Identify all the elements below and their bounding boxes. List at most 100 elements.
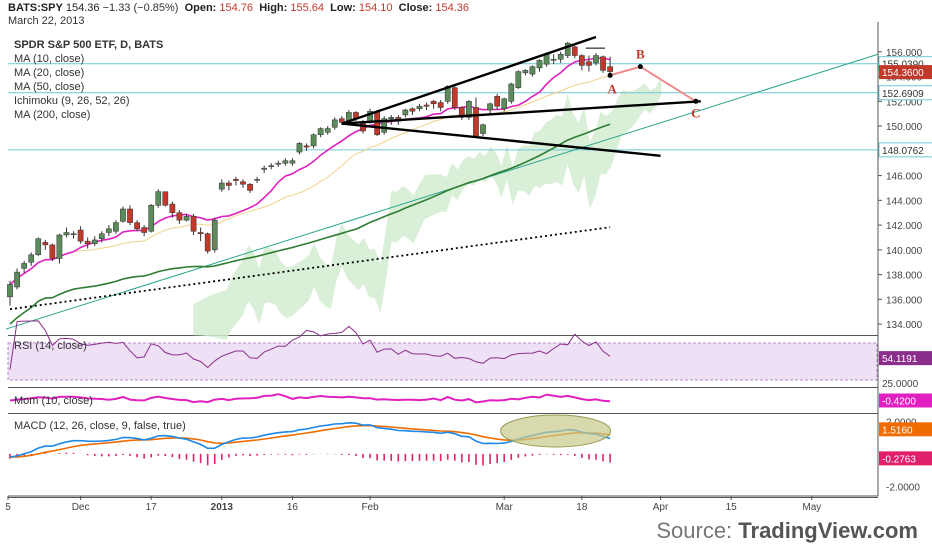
wave-label-a: A [607, 81, 617, 96]
candle-body [35, 238, 42, 256]
candle-body [543, 54, 550, 65]
legend-ma50: MA (50, close) [14, 81, 85, 93]
low-value: 154.10 [358, 2, 393, 14]
momentum-last-label: -0.4200 [882, 397, 916, 408]
macd-highlight-ellipse [500, 414, 612, 448]
candle-body [233, 179, 239, 181]
legend-ma10: MA (10, close) [14, 53, 85, 65]
time-tick-label: Feb [361, 502, 379, 513]
candle-body [458, 107, 465, 118]
candle-body [508, 83, 515, 102]
time-tick-label: Dec [72, 502, 90, 513]
wave-label-b: B [636, 47, 645, 62]
price-header: BATS:SPY 154.36 −1.33 (−0.85%) Open: 154… [8, 2, 469, 14]
date-label: March 22, 2013 [8, 15, 85, 27]
candle-body [183, 216, 190, 221]
close-label: Close: [398, 2, 433, 14]
candle-body [197, 232, 204, 234]
price-tick-label: 140.000 [886, 246, 923, 257]
time-tick-label: Apr [653, 502, 669, 513]
candle-body [564, 42, 571, 56]
candle-body [480, 124, 486, 134]
candle-body [77, 229, 84, 242]
candle-body [437, 102, 444, 108]
legend-ma200: MA (200, close) [14, 109, 91, 121]
last-price: 154.36 [65, 2, 100, 14]
wedge-middle-line [341, 100, 701, 125]
abc-point [607, 72, 613, 78]
time-tick-label: 5 [5, 502, 11, 513]
momentum-line [9, 393, 611, 404]
candle-body [98, 233, 105, 239]
candle-body [148, 205, 155, 232]
candle-body [21, 263, 27, 269]
macd-hist-last-label: -0.2763 [882, 454, 916, 465]
candle-body [607, 66, 613, 72]
candle-body [240, 181, 246, 185]
candle-body [155, 191, 162, 206]
rsi-tick-label: 25.0000 [882, 379, 919, 390]
candle-body [494, 96, 500, 107]
legend-ichimoku: Ichimoku (9, 26, 52, 26) [14, 95, 130, 107]
candle-body [162, 191, 169, 206]
wedge-upper-line [341, 35, 597, 125]
candle-body [91, 239, 98, 244]
candle-body [275, 162, 282, 165]
candle-body [261, 167, 268, 170]
candle-body [70, 233, 77, 235]
macd-hist-last-tag [879, 451, 932, 466]
candle-body [586, 61, 592, 66]
candle-body [388, 117, 395, 119]
close-value: 154.36 [435, 2, 469, 14]
macd-tick-label: -2.0000 [886, 482, 920, 493]
candle-body [120, 208, 126, 222]
candle-body [84, 240, 91, 244]
candle-body [409, 108, 416, 112]
candle-body [487, 103, 493, 111]
rsi-band [7, 342, 878, 381]
candle-body [501, 98, 508, 109]
time-tick-label: 16 [287, 502, 299, 513]
ma20-line [9, 75, 611, 285]
candle-body [49, 244, 56, 259]
momentum-title: Mom (10, close) [14, 395, 93, 407]
candle-body [190, 216, 197, 232]
candle-body [247, 183, 253, 191]
price-tick-label: 152.000 [886, 97, 923, 108]
candle-body [473, 107, 479, 137]
high-label: High: [259, 2, 288, 14]
horizontal-level-tag [878, 142, 932, 158]
price-tick-label: 136.000 [886, 295, 923, 306]
candle-body [423, 104, 430, 107]
candle-body [268, 165, 275, 167]
time-tick-label: 18 [576, 502, 588, 513]
legend: SPDR S&P 500 ETF, D, BATS MA (10, close)… [14, 38, 163, 122]
candle-body [466, 101, 472, 118]
candle-body [204, 233, 211, 252]
candle-body [42, 242, 49, 246]
time-tick-label: 15 [726, 502, 738, 513]
candle-body [56, 234, 63, 259]
time-tick-label: 2013 [211, 502, 234, 513]
candle-body [536, 60, 543, 69]
price-change: −1.33 (−0.85%) [102, 2, 179, 14]
price-tick-label: 150.000 [886, 122, 923, 133]
candle-body [310, 134, 317, 147]
price-tick-label: 134.000 [886, 320, 923, 331]
ticker: BATS:SPY [8, 2, 63, 14]
time-tick-label: Mar [496, 502, 514, 513]
candle-body [296, 143, 303, 153]
open-label: Open: [184, 2, 217, 14]
candle-body [282, 160, 289, 164]
horizontal-level-tag [878, 85, 932, 101]
ma50-line [9, 123, 611, 325]
high-value: 155.64 [290, 2, 325, 14]
candle-body [134, 222, 140, 230]
candle-body [331, 119, 338, 128]
candle-body [113, 222, 119, 232]
price-tick-label: 146.000 [886, 172, 923, 183]
source-brand: TradingView.com [738, 518, 918, 543]
candle-body [63, 232, 70, 236]
